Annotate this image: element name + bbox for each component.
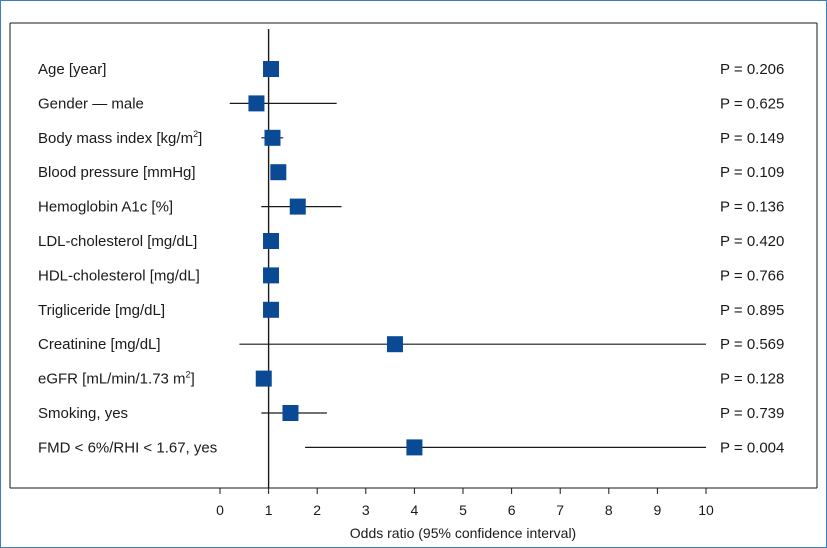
p-value: P = 0.004 (720, 439, 784, 456)
p-value: P = 0.766 (720, 267, 784, 284)
row-label-text: LDL-cholesterol [mg/dL] (38, 233, 197, 250)
p-value: P = 0.109 (720, 164, 784, 181)
row-label: Smoking, yes (38, 405, 128, 422)
x-tick-label: 6 (508, 502, 516, 518)
odds-ratio-marker (263, 267, 280, 284)
x-tick-label: 10 (698, 502, 714, 518)
p-value: P = 0.739 (720, 405, 784, 422)
p-value: P = 0.895 (720, 302, 784, 319)
odds-ratio-marker (264, 129, 281, 146)
x-tick-label: 5 (459, 502, 467, 518)
row-label: HDL-cholesterol [mg/dL] (38, 267, 200, 284)
row-label-text: FMD < 6%/RHI < 1.67, yes (38, 439, 217, 456)
odds-ratio-marker (406, 439, 423, 456)
odds-ratio-marker (263, 61, 280, 77)
row-label-suffix: ] (191, 371, 195, 388)
odds-ratio-marker (270, 164, 287, 181)
row-label-superscript: 2 (186, 370, 191, 380)
row-label: Trigliceride [mg/dL] (38, 302, 165, 319)
row-label: Age [year] (38, 61, 106, 78)
forest-row: LDL-cholesterol [mg/dL] P = 0.420 (38, 233, 784, 250)
forest-row: Age [year] P = 0.206 (38, 61, 784, 78)
odds-ratio-marker (263, 233, 280, 249)
row-label: FMD < 6%/RHI < 1.67, yes (38, 439, 217, 456)
p-value: P = 0.206 (720, 61, 784, 78)
odds-ratio-marker (289, 198, 306, 215)
odds-ratio-marker (386, 336, 403, 353)
row-label-text: Age [year] (38, 61, 106, 78)
row-label-text: eGFR [mL/min/1.73 m (38, 371, 186, 388)
x-tick-label: 3 (362, 502, 370, 518)
odds-ratio-marker (263, 301, 280, 318)
odds-ratio-marker (248, 95, 265, 112)
p-value: P = 0.569 (720, 336, 784, 353)
row-label: Blood pressure [mmHg] (38, 164, 196, 181)
row-label: Body mass index [kg/m2] (38, 129, 202, 147)
row-label-text: Gender — male (38, 95, 144, 112)
row-label: LDL-cholesterol [mg/dL] (38, 233, 197, 250)
p-value: P = 0.149 (720, 130, 784, 147)
row-label: eGFR [mL/min/1.73 m2] (38, 370, 195, 388)
forest-row: eGFR [mL/min/1.73 m2] P = 0.128 (38, 370, 784, 388)
forest-row: Smoking, yes P = 0.739 (38, 405, 784, 422)
row-label: Hemoglobin A1c [%] (38, 199, 173, 216)
x-tick-label: 1 (265, 502, 273, 518)
row-label-text: Blood pressure [mmHg] (38, 164, 196, 181)
forest-row: Body mass index [kg/m2] P = 0.149 (38, 129, 784, 147)
row-label-text: HDL-cholesterol [mg/dL] (38, 267, 200, 284)
x-tick-label: 2 (313, 502, 321, 518)
row-label-text: Creatinine [mg/dL] (38, 336, 161, 353)
x-tick-label: 4 (411, 502, 419, 518)
forest-row: FMD < 6%/RHI < 1.67, yes P = 0.004 (38, 439, 784, 456)
forest-row: HDL-cholesterol [mg/dL] P = 0.766 (38, 267, 784, 284)
x-tick-label: 0 (216, 502, 224, 518)
x-tick-label: 8 (605, 502, 613, 518)
row-label-text: Hemoglobin A1c [%] (38, 199, 173, 216)
forest-row: Creatinine [mg/dL] P = 0.569 (38, 336, 784, 353)
x-axis-title: Odds ratio (95% confidence interval) (350, 525, 576, 541)
p-value: P = 0.136 (720, 199, 784, 216)
row-label-superscript: 2 (193, 129, 198, 139)
row-label-text: Trigliceride [mg/dL] (38, 302, 165, 319)
row-label-suffix: ] (198, 130, 202, 147)
row-label: Creatinine [mg/dL] (38, 336, 161, 353)
forest-row: Hemoglobin A1c [%] P = 0.136 (38, 198, 784, 216)
forest-row: Blood pressure [mmHg] P = 0.109 (38, 164, 784, 181)
p-value: P = 0.625 (720, 95, 784, 112)
x-tick-label: 7 (556, 502, 564, 518)
forest-row: Trigliceride [mg/dL] P = 0.895 (38, 301, 784, 319)
row-label-text: Smoking, yes (38, 405, 128, 422)
p-value: P = 0.420 (720, 233, 784, 250)
p-value: P = 0.128 (720, 371, 784, 388)
forest-row: Gender — male P = 0.625 (38, 95, 784, 112)
row-label-text: Body mass index [kg/m (38, 130, 193, 147)
row-label: Gender — male (38, 95, 144, 112)
odds-ratio-marker (255, 370, 272, 387)
odds-ratio-marker (282, 405, 299, 421)
x-tick-label: 9 (654, 502, 662, 518)
